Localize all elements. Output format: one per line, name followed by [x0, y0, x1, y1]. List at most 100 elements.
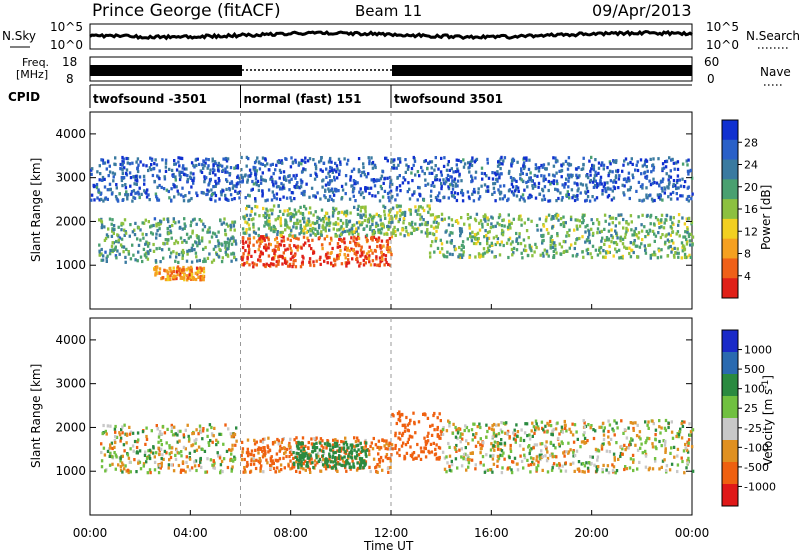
power-cell [388, 225, 391, 229]
velocity-cell [496, 447, 500, 451]
cpid-segment-label: normal (fast) 151 [244, 92, 362, 106]
velocity-cell [313, 459, 317, 463]
power-cell [225, 165, 229, 169]
power-cell [511, 240, 514, 244]
power-cell [603, 213, 607, 217]
power-cell [220, 193, 223, 197]
power-cell [217, 166, 220, 170]
power-cell [188, 276, 191, 280]
power-cell [691, 243, 694, 247]
velocity-cell [476, 425, 479, 429]
velocity-cell [170, 446, 174, 450]
velocity-cell [357, 448, 360, 452]
velocity-cell [499, 453, 502, 457]
power-cell [676, 247, 679, 251]
power-cell [661, 167, 664, 171]
power-cell [193, 248, 196, 252]
power-cell [552, 254, 556, 258]
velocity-cell [187, 434, 190, 438]
power-cell [533, 173, 536, 178]
power-cell [263, 245, 266, 249]
power-cell [357, 168, 361, 172]
power-cell [124, 186, 128, 190]
power-cell [680, 256, 683, 260]
power-cell [661, 179, 664, 184]
velocity-cell [632, 426, 635, 431]
power-cell [673, 255, 676, 259]
power-cell [375, 237, 378, 241]
power-cell [440, 187, 443, 191]
power-cell [367, 156, 370, 160]
velocity-cell [336, 444, 339, 448]
power-cell [108, 188, 112, 192]
power-cell [411, 193, 414, 197]
power-cell [606, 181, 609, 185]
power-cell [321, 179, 324, 183]
power-cell [291, 160, 295, 164]
velocity-cell [496, 454, 500, 458]
power-cell [242, 252, 245, 256]
power-cell [328, 158, 332, 162]
power-cell [152, 223, 155, 228]
power-cell [445, 240, 449, 244]
velocity-cell [417, 420, 421, 424]
velocity-cell [176, 440, 179, 444]
power-cell [374, 249, 377, 253]
power-cell [306, 223, 310, 227]
power-cell [343, 247, 347, 251]
power-cell [358, 244, 361, 248]
velocity-cell [585, 461, 588, 465]
nsearch-label: N.Search [746, 29, 800, 43]
power-cell [434, 164, 437, 168]
velocity-cell [684, 442, 687, 447]
power-cell [372, 235, 376, 239]
velocity-cell [436, 425, 439, 430]
power-cell [280, 233, 283, 237]
power-cell [236, 191, 239, 195]
velocity-cell [500, 471, 504, 475]
power-cell [596, 231, 599, 235]
power-cell [550, 234, 553, 239]
velocity-cell [177, 463, 181, 468]
velocity-cell [632, 468, 635, 473]
power-cell [440, 156, 443, 160]
power-cell [423, 159, 426, 164]
power-cell [399, 189, 402, 193]
velocity-cell [537, 427, 540, 431]
velocity-cell [681, 424, 685, 428]
power-cell [298, 186, 301, 190]
power-cell [122, 245, 126, 249]
y-tick-label: 2000 [55, 214, 86, 228]
velocity-cell [583, 470, 586, 474]
power-cell [164, 278, 168, 282]
power-cell [493, 181, 497, 186]
velocity-cell [168, 458, 171, 462]
power-cell [501, 228, 504, 232]
power-cell [329, 261, 333, 265]
velocity-cell [371, 447, 375, 451]
power-cell [317, 231, 320, 235]
velocity-cell [297, 447, 300, 451]
power-cell [603, 242, 606, 246]
power-cell [606, 166, 609, 170]
power-cell [635, 189, 638, 193]
power-cell [336, 254, 339, 258]
power-cell [617, 213, 620, 217]
velocity-cell [629, 421, 632, 425]
velocity-cell [406, 440, 409, 444]
power-cell [264, 199, 267, 203]
power-cell [314, 164, 318, 168]
power-cell [330, 179, 333, 183]
power-cell [523, 248, 527, 253]
velocity-cell [581, 470, 584, 474]
power-cell [685, 240, 689, 244]
velocity-cell [467, 461, 471, 465]
power-cell [371, 166, 375, 170]
velocity-cell [271, 459, 274, 463]
velocity-cell [629, 442, 632, 447]
velocity-cell [664, 428, 668, 432]
velocity-cell [277, 442, 280, 446]
power-cell [364, 205, 367, 209]
velocity-cell [345, 462, 348, 466]
power-cell [643, 171, 646, 175]
